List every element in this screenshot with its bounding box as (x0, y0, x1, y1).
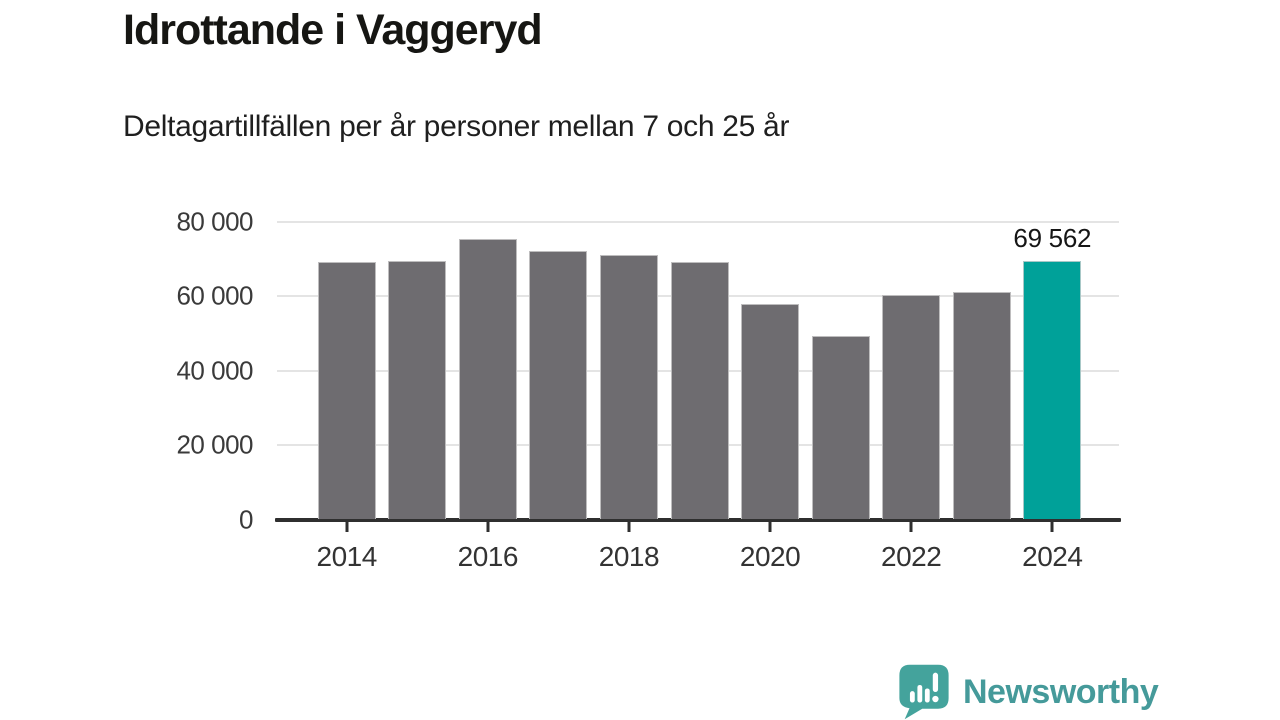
x-axis-label-2024: 2024 (1022, 541, 1083, 572)
bar-2022 (882, 295, 941, 519)
y-axis-label: 20 000 (176, 429, 253, 460)
y-axis-label: 0 (239, 504, 253, 535)
x-axis-label-2016: 2016 (457, 541, 519, 572)
chart-subtitle: Deltagartillfällen per år personer mella… (123, 110, 790, 143)
newsworthy-logo: Newsworthy (897, 664, 1159, 720)
bar-2020 (741, 304, 800, 519)
x-axis-tick-2018 (627, 522, 631, 532)
y-axis-label: 40 000 (176, 355, 253, 385)
bar-2023 (952, 292, 1011, 519)
newsworthy-logo-icon (899, 664, 949, 720)
x-axis-tick-2022 (909, 522, 913, 532)
bar-2014 (317, 262, 376, 519)
bar-2018 (599, 255, 658, 519)
x-axis-label-2022: 2022 (881, 541, 942, 572)
bar-2015 (388, 261, 447, 519)
newsworthy-logo-text: Newsworthy (963, 672, 1159, 711)
x-axis-tick-2024 (1050, 522, 1054, 532)
x-axis-label-2020: 2020 (739, 541, 801, 572)
x-axis-label-2014: 2014 (316, 541, 378, 572)
x-axis-tick-2014 (345, 522, 349, 532)
y-axis-label: 60 000 (176, 280, 253, 311)
highlight-value-label: 69 562 (1013, 222, 1092, 253)
chart-title: Idrottande i Vaggeryd (123, 6, 543, 54)
x-axis-tick-2020 (768, 522, 772, 532)
bar-2021 (811, 336, 870, 519)
gridline-80000 (277, 221, 1119, 223)
x-axis-tick-2016 (486, 522, 490, 532)
x-axis-label-2018: 2018 (598, 541, 660, 572)
bar-2024 (1023, 261, 1082, 519)
y-axis-label: 80 000 (176, 206, 253, 237)
bar-2016 (458, 239, 517, 519)
bar-2019 (670, 262, 729, 519)
x-axis-line (275, 518, 1121, 522)
bar-2017 (529, 251, 588, 519)
